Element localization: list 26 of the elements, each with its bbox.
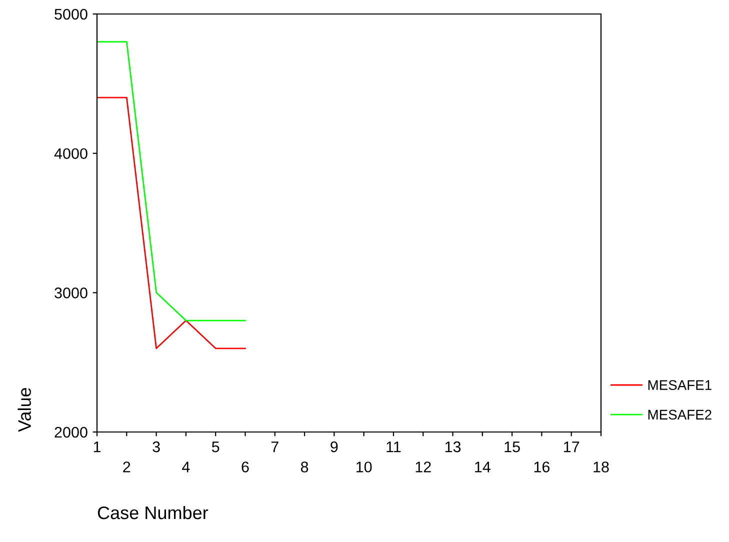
x-tick-label: 2 — [123, 462, 130, 472]
x-tick-label: 4 — [182, 462, 190, 472]
x-tick-label: 5 — [212, 442, 220, 452]
x-tick-label: 7 — [271, 442, 278, 452]
x-tick-label: 14 — [475, 462, 490, 472]
x-tick-label: 10 — [356, 462, 372, 472]
x-tick-label: 9 — [330, 441, 338, 452]
x-tick-label: 6 — [242, 462, 249, 472]
legend-label: MESAFE2 — [648, 410, 712, 420]
y-axis-title: Value — [18, 388, 31, 432]
x-tick-label: 12 — [416, 462, 431, 472]
x-tick-label: 13 — [445, 441, 461, 452]
x-tick-label: 18 — [594, 462, 609, 472]
x-tick-label: 3 — [152, 441, 160, 452]
x-tick-label: 15 — [504, 442, 520, 452]
x-tick-label: 17 — [564, 442, 580, 452]
y-tick-label: 5000 — [54, 8, 88, 20]
x-axis-title: Case Number — [98, 506, 208, 520]
x-tick-label: 8 — [300, 462, 308, 472]
x-tick-label: 11 — [386, 442, 401, 452]
x-tick-label: 1 — [94, 442, 101, 452]
y-tick-label: 2000 — [54, 426, 88, 438]
x-tick-label: 16 — [534, 462, 550, 472]
y-tick-label: 3000 — [54, 288, 88, 298]
legend-label: MESAFE1 — [648, 380, 712, 390]
y-tick-label: 4000 — [54, 148, 88, 160]
